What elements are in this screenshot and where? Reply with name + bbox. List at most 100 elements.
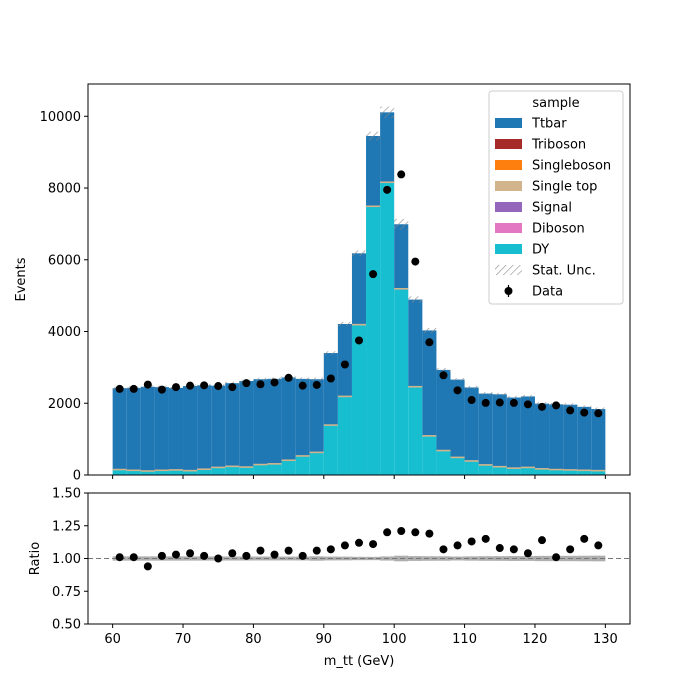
bar-ttbar bbox=[534, 403, 550, 470]
bar-minor-samples bbox=[534, 468, 550, 470]
bar-ttbar bbox=[366, 136, 381, 207]
ratio-point bbox=[242, 551, 251, 560]
bar-minor-samples bbox=[436, 449, 451, 452]
data-point bbox=[157, 385, 166, 394]
stat-unc-band bbox=[295, 377, 310, 381]
bar-dy bbox=[366, 206, 381, 476]
data-point bbox=[509, 398, 518, 407]
bar-minor-samples bbox=[140, 470, 155, 472]
stat-unc-band bbox=[450, 378, 465, 382]
ratio-point bbox=[566, 545, 575, 554]
stat-unc-band bbox=[337, 321, 352, 327]
bar-dy bbox=[183, 471, 198, 475]
x-tick-label: 70 bbox=[175, 632, 192, 647]
data-point bbox=[383, 185, 392, 194]
ratio-point bbox=[340, 541, 349, 550]
ratio-point bbox=[129, 553, 138, 562]
ratio-unc-band bbox=[464, 556, 479, 561]
bar-minor-samples bbox=[337, 395, 352, 398]
x-tick-label: 130 bbox=[593, 632, 618, 647]
bar-minor-samples bbox=[520, 466, 535, 469]
stat-unc-band bbox=[436, 368, 451, 372]
bar-minor-samples bbox=[408, 385, 423, 388]
ratio-point bbox=[467, 537, 476, 546]
bar-dy bbox=[478, 465, 493, 475]
data-point bbox=[143, 380, 152, 389]
x-tick-label: 120 bbox=[523, 632, 548, 647]
stat-unc-band bbox=[309, 377, 324, 381]
data-point bbox=[200, 381, 209, 390]
ratio-point bbox=[523, 549, 532, 558]
bar-dy bbox=[323, 425, 338, 475]
data-point bbox=[566, 406, 575, 415]
stat-unc-band bbox=[253, 377, 268, 381]
bar-ttbar bbox=[408, 299, 423, 388]
ratio-unc-band bbox=[591, 555, 606, 562]
ratio-y-tick-label: 0.50 bbox=[52, 618, 81, 633]
bar-ttbar bbox=[197, 385, 212, 470]
ratio-point bbox=[355, 538, 363, 547]
ratio-unc-band bbox=[183, 556, 198, 561]
ratio-unc-band bbox=[478, 556, 493, 561]
data-point bbox=[453, 386, 462, 395]
legend-label: Ttbar bbox=[531, 117, 567, 132]
bar-ttbar bbox=[436, 369, 451, 451]
stat-unc-band bbox=[366, 131, 381, 141]
x-tick-label: 80 bbox=[245, 632, 262, 647]
bar-minor-samples bbox=[492, 465, 507, 468]
bar-dy bbox=[295, 456, 310, 475]
bar-ttbar bbox=[154, 387, 169, 471]
bar-minor-samples bbox=[168, 469, 184, 471]
bar-dy bbox=[239, 467, 254, 475]
bar-minor-samples bbox=[183, 469, 198, 472]
legend-label: Single top bbox=[532, 180, 597, 195]
data-point bbox=[411, 257, 420, 266]
bar-dy bbox=[506, 468, 521, 475]
bar-minor-samples bbox=[197, 468, 212, 471]
bar-ttbar bbox=[549, 404, 564, 470]
stat-unc-band bbox=[563, 403, 578, 407]
bar-minor-samples bbox=[351, 323, 367, 326]
data-point bbox=[355, 336, 363, 345]
bar-ttbar bbox=[591, 408, 606, 472]
ratio-point bbox=[397, 526, 406, 535]
legend-swatch bbox=[495, 202, 522, 212]
bar-ttbar bbox=[126, 387, 141, 471]
ratio-y-tick-label: 1.00 bbox=[52, 552, 81, 567]
stat-unc-band bbox=[422, 327, 437, 333]
bar-ttbar bbox=[422, 330, 437, 437]
stat-unc-band bbox=[351, 250, 367, 257]
ratio-point bbox=[298, 551, 307, 560]
legend-swatch bbox=[495, 118, 522, 128]
ratio-point bbox=[214, 554, 223, 563]
ratio-point bbox=[481, 534, 490, 543]
data-point bbox=[439, 371, 448, 380]
data-point bbox=[242, 379, 251, 388]
bar-ttbar bbox=[225, 383, 240, 467]
bar-dy bbox=[563, 470, 578, 475]
stat-unc-band bbox=[591, 407, 606, 411]
bar-minor-samples bbox=[211, 466, 226, 469]
bar-minor-samples bbox=[577, 469, 592, 472]
bar-minor-samples bbox=[394, 287, 409, 290]
legend-swatch bbox=[495, 244, 522, 254]
ratio-point bbox=[312, 546, 321, 555]
legend-swatch bbox=[495, 139, 522, 149]
bar-minor-samples bbox=[253, 463, 268, 466]
stat-unc-band bbox=[577, 405, 592, 409]
bar-dy bbox=[394, 289, 409, 475]
ratio-point bbox=[369, 540, 378, 549]
bar-dy bbox=[211, 467, 226, 475]
ratio-point bbox=[270, 550, 279, 559]
bar-dy bbox=[337, 396, 352, 475]
bar-ttbar bbox=[506, 397, 521, 469]
bar-dy bbox=[408, 387, 423, 475]
bar-ttbar bbox=[323, 353, 338, 426]
data-point bbox=[425, 338, 434, 347]
data-point bbox=[270, 378, 279, 387]
data-point bbox=[115, 384, 124, 393]
bar-dy bbox=[168, 470, 184, 475]
bar-ttbar bbox=[267, 378, 282, 465]
data-point bbox=[580, 408, 589, 417]
